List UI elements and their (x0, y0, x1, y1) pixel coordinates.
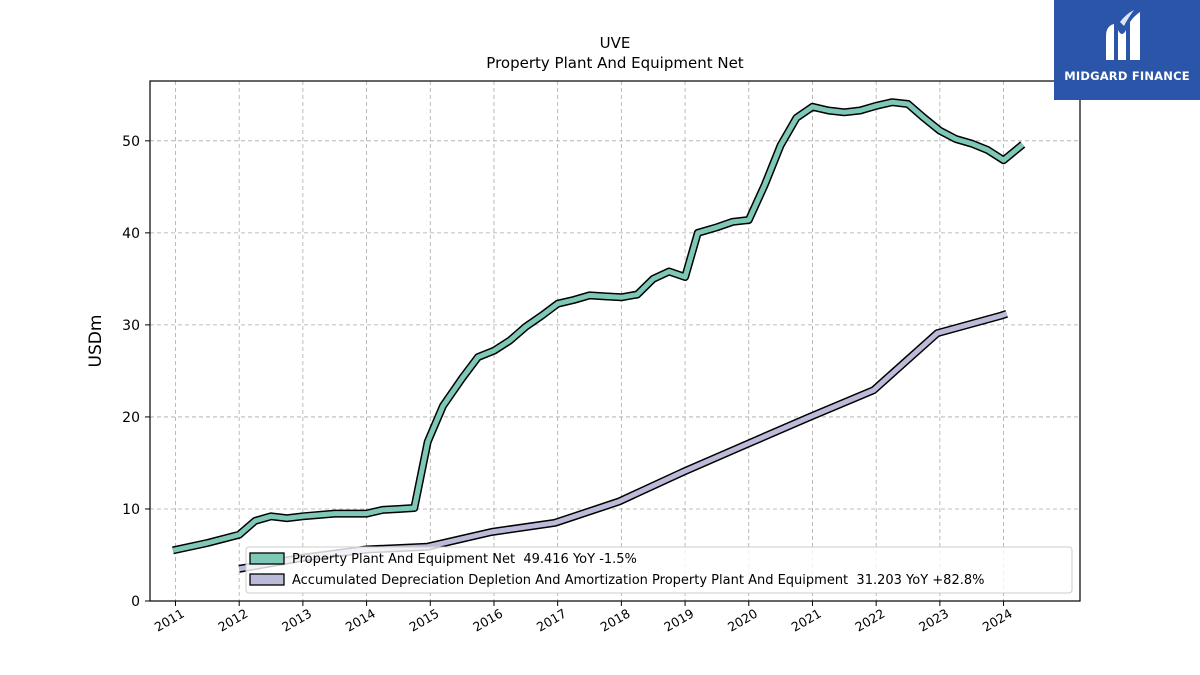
y-tick-label: 50 (122, 134, 140, 150)
y-tick-label: 20 (122, 410, 140, 426)
x-tick-label: 2024 (980, 606, 1015, 635)
series-line-accumulated-depreciation (238, 310, 1008, 573)
x-tick-label: 2018 (598, 606, 633, 635)
y-axis-label: USDm (86, 315, 106, 368)
series-line-outline (172, 98, 1026, 555)
legend-frame (245, 546, 1073, 594)
legend: Property Plant And Equipment Net 49.416 … (245, 546, 1073, 594)
x-tick-label: 2012 (215, 606, 250, 635)
y-tick-label: 10 (122, 502, 140, 518)
x-tick-label: 2016 (470, 606, 505, 635)
chart-title: UVE (600, 34, 631, 52)
chart-grid (150, 81, 1080, 601)
y-axis: 0 10 20 30 40 50 (122, 134, 150, 610)
x-tick-label: 2014 (343, 606, 378, 635)
x-axis: 2011 2012 2013 2014 2015 2016 2017 2018 2019 2020… (152, 601, 1015, 635)
midgard-m-logo-icon (1106, 10, 1140, 60)
x-tick-label: 2021 (789, 606, 824, 635)
y-tick-label: 40 (122, 226, 140, 242)
plot-area-frame (149, 80, 1081, 602)
legend-swatch-accumulated-depreciation (249, 573, 285, 586)
x-tick-label: 2017 (534, 606, 569, 635)
x-tick-label: 2022 (852, 606, 887, 635)
series-line-fill (172, 99, 1025, 553)
series-layer (172, 98, 1026, 573)
brand-name: MIDGARD FINANCE (1064, 69, 1190, 83)
series-line-ppe-net (172, 98, 1026, 555)
legend-label-ppe-net: Property Plant And Equipment Net 49.416 … (292, 552, 637, 567)
series-line-fill (238, 311, 1008, 572)
y-tick-label: 30 (122, 318, 140, 334)
y-tick-label: 0 (131, 594, 140, 610)
x-tick-label: 2015 (406, 606, 441, 635)
x-tick-label: 2020 (725, 606, 760, 635)
legend-label-accumulated-depreciation: Accumulated Depreciation Depletion And A… (292, 573, 984, 588)
brand-logo: MIDGARD FINANCE (1054, 0, 1200, 100)
chart-subtitle: Property Plant And Equipment Net (486, 54, 743, 72)
x-tick-label: 2011 (152, 606, 187, 635)
legend-swatch-ppe-net (249, 552, 285, 565)
x-tick-label: 2013 (279, 606, 314, 635)
x-tick-label: 2023 (916, 606, 951, 635)
series-line-outline (238, 310, 1008, 573)
x-tick-label: 2019 (661, 606, 696, 635)
